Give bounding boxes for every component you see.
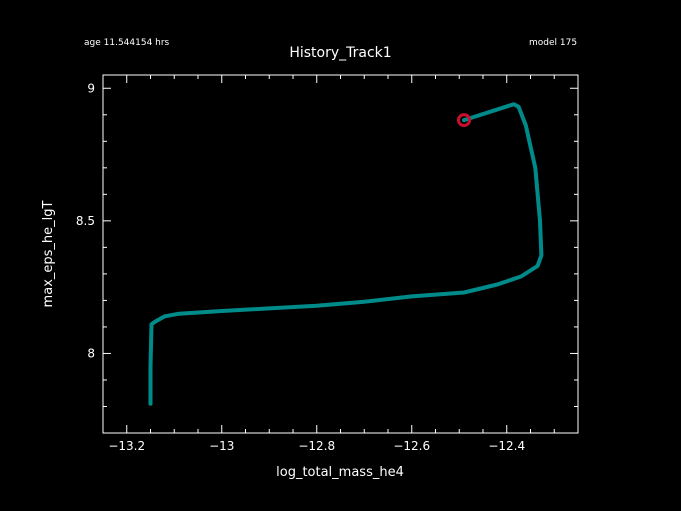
y-tick-label: 8.5 xyxy=(76,214,95,228)
age-readout: age 11.544154 hrs xyxy=(84,38,170,48)
x-tick-label: −13 xyxy=(209,439,234,453)
y-axis-label: max_eps_he_lgT xyxy=(41,200,56,307)
x-tick-label: −12.6 xyxy=(393,439,430,453)
y-tick-label: 8 xyxy=(87,346,95,360)
x-tick-label: −12.8 xyxy=(298,439,335,453)
model-readout: model 175 xyxy=(529,38,578,48)
x-tick-label: −12.4 xyxy=(488,439,525,453)
axis-ticks xyxy=(103,75,578,433)
tick-labels: −13.2 −13 −12.8 −12.6 −12.4 8 8.5 9 xyxy=(76,81,525,453)
y-tick-label: 9 xyxy=(87,81,95,95)
plot-frame xyxy=(102,74,579,434)
track-line xyxy=(148,102,544,406)
chart-title: History_Track1 xyxy=(289,45,392,61)
current-model-marker xyxy=(457,113,471,128)
x-tick-label: −13.2 xyxy=(108,439,145,453)
x-axis-label: log_total_mass_he4 xyxy=(276,465,404,480)
